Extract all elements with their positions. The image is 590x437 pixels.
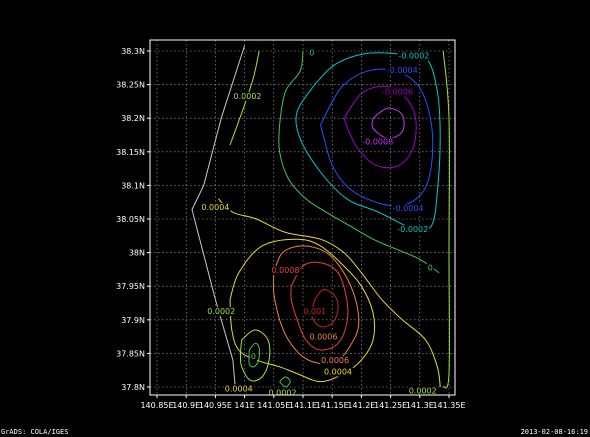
y-tick-label: 38.25N — [116, 81, 145, 90]
contour-label: 0 — [251, 352, 256, 361]
contour-label-bg — [391, 204, 425, 214]
coastline — [191, 45, 246, 394]
contour-label: 0.0004 — [324, 368, 352, 377]
contour-label-bg — [223, 384, 254, 394]
contour-label-bg — [381, 87, 415, 97]
contour-line — [371, 107, 405, 139]
contour-label-bg — [385, 65, 419, 75]
x-tick-label: 140.95E — [199, 401, 232, 410]
contour-line — [279, 376, 291, 388]
x-tick-label: 141.05E — [257, 401, 290, 410]
contour-label: 0.0008 — [271, 266, 299, 275]
contour-label: 0.0002 — [234, 92, 262, 101]
contour-label-bg — [397, 51, 431, 61]
contour-line — [229, 50, 260, 146]
contour-line — [320, 68, 434, 207]
contour-label-bg — [308, 332, 339, 342]
y-tick-label: 38.1N — [121, 181, 145, 190]
contour-line — [442, 50, 450, 389]
x-tick-label: 140.85E — [140, 401, 173, 410]
coastline-line — [191, 45, 246, 394]
contour-label: -0.0008 — [362, 138, 393, 147]
contour-label: 0.0002 — [269, 388, 297, 397]
contour-label-bg — [323, 367, 354, 377]
y-tick-label: 38.15N — [116, 148, 145, 157]
contour-line — [290, 261, 349, 351]
contour-label-bg — [407, 386, 438, 396]
contour-label: 0 — [428, 263, 433, 272]
contour-label: -0.0002 — [397, 225, 428, 234]
contour-label: 0.0002 — [409, 386, 437, 395]
y-tick-label: 37.85N — [116, 349, 145, 358]
y-tick-label: 38.3N — [121, 47, 145, 56]
x-tick-label: 141.2E — [347, 401, 375, 410]
contour-line — [278, 50, 440, 274]
y-tick-label: 38.2N — [121, 114, 145, 123]
contour-line — [248, 342, 261, 368]
contour-label-bg — [200, 202, 231, 212]
y-tick-label: 38N — [129, 249, 145, 258]
x-tick-label: 141.3E — [406, 401, 434, 410]
contour-label: 0.0004 — [225, 384, 253, 393]
contour-line — [343, 85, 417, 169]
contour-label: -0.0004 — [393, 204, 424, 213]
x-tick-label: 141.15E — [316, 401, 349, 410]
footer-credit: GrADS: COLA/IGES — [1, 428, 69, 436]
contour-line — [295, 52, 441, 232]
contour-label-bg — [267, 388, 298, 398]
footer-timestamp: 2013-02-08-16:19 — [520, 428, 588, 436]
contour-label-bg — [320, 356, 351, 366]
contour-label: 0.0006 — [321, 356, 349, 365]
contour-line — [217, 198, 441, 388]
contour-label: 0 — [309, 48, 314, 57]
contour-label-bg — [361, 137, 395, 147]
y-axis-ticks: 37.8N 37.85N 37.9N 37.95N 38N 38.05N 38.1N 38.1… — [116, 47, 150, 392]
contour-label: 0.001 — [303, 307, 326, 316]
contour-label: -0.0002 — [399, 52, 430, 61]
contour-label-bg — [302, 307, 328, 317]
contour-line — [239, 329, 271, 382]
contour-label-bg — [308, 48, 316, 58]
contour-label-bg — [249, 352, 257, 362]
x-tick-label: 141.35E — [432, 401, 465, 410]
contour-label: 0.0002 — [207, 307, 235, 316]
x-tick-label: 141.1E — [289, 401, 317, 410]
contour-label-bg — [232, 92, 263, 102]
y-tick-label: 37.95N — [116, 282, 145, 291]
contour-label-bg — [426, 263, 434, 273]
contour-line — [311, 289, 339, 328]
contour-label: -0.0006 — [382, 87, 413, 96]
contour-label-bg — [270, 266, 301, 276]
contour-label-bg — [396, 225, 430, 235]
y-tick-label: 37.9N — [121, 316, 145, 325]
contour-label: 0.0006 — [309, 333, 337, 342]
contour-line — [272, 245, 360, 365]
y-tick-label: 38.05N — [116, 215, 145, 224]
x-tick-label: 140.9E — [172, 401, 200, 410]
contour-labels: 0 -0.0002 -0.0004 -0.0006 -0.0008 0.0002 0.000… — [200, 48, 438, 398]
x-tick-label: 141.25E — [374, 401, 407, 410]
contour-label-bg — [206, 307, 237, 317]
y-tick-label: 37.8N — [121, 383, 145, 392]
contour-label: -0.0004 — [387, 66, 418, 75]
contour-label: 0.0004 — [201, 203, 229, 212]
x-tick-label: 141E — [234, 401, 254, 410]
